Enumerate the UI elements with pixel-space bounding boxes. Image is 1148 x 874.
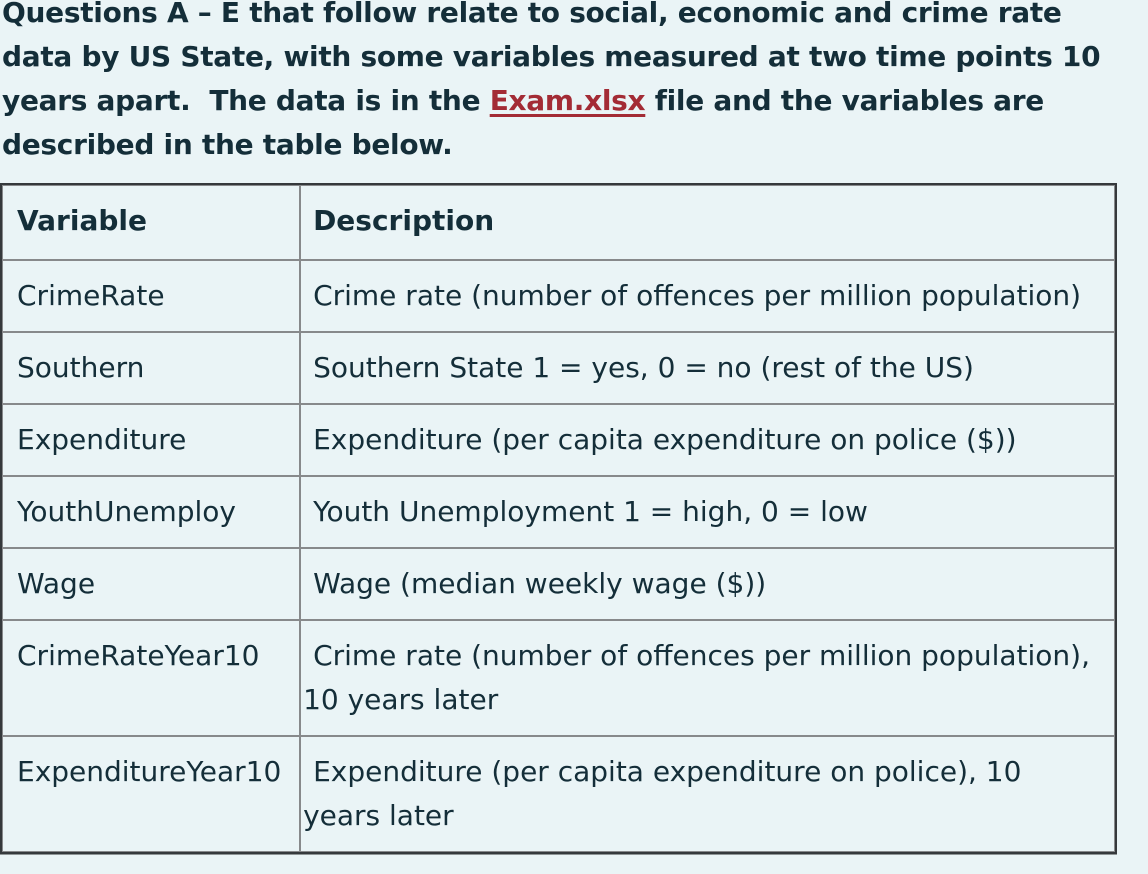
variable-name: CrimeRate — [2, 260, 301, 332]
variable-description: Crime rate (number of offences per milli… — [300, 260, 1115, 332]
column-header-variable: Variable — [2, 185, 301, 260]
intro-line-3-prefix: years apart. The data is in the — [2, 84, 490, 117]
intro-line-3: years apart. The data is in the Exam.xls… — [2, 79, 1148, 123]
intro-line-4: described in the table below. — [2, 128, 453, 161]
variable-name: Wage — [2, 548, 301, 620]
variable-name: ExpenditureYear10 — [2, 736, 301, 852]
table-row-crimerateyear10: CrimeRateYear10 Crime rate (number of of… — [2, 620, 1115, 736]
variable-description: Crime rate (number of offences per milli… — [300, 620, 1115, 736]
variable-description: Expenditure (per capita expenditure on p… — [300, 404, 1115, 476]
variable-name: Expenditure — [2, 404, 301, 476]
table-row-expenditureyear10: ExpenditureYear10 Expenditure (per capit… — [2, 736, 1115, 852]
exam-xlsx-link[interactable]: Exam.xlsx — [489, 84, 646, 117]
intro-paragraph: Questions A – E that follow relate to so… — [0, 0, 1148, 167]
variable-name: Southern — [2, 332, 301, 404]
table-row-wage: Wage Wage (median weekly wage ($)) — [2, 548, 1115, 620]
variables-table: Variable Description CrimeRate Crime rat… — [0, 183, 1117, 854]
variable-description: Wage (median weekly wage ($)) — [300, 548, 1115, 620]
intro-line-1: Questions A – E that follow relate to so… — [2, 0, 1062, 29]
variable-description: Youth Unemployment 1 = high, 0 = low — [300, 476, 1115, 548]
table-row-southern: Southern Southern State 1 = yes, 0 = no … — [2, 332, 1115, 404]
table-row-expenditure: Expenditure Expenditure (per capita expe… — [2, 404, 1115, 476]
variable-name: CrimeRateYear10 — [2, 620, 301, 736]
table-header-row: Variable Description — [2, 185, 1115, 260]
column-header-description: Description — [300, 185, 1115, 260]
variable-description: Southern State 1 = yes, 0 = no (rest of … — [300, 332, 1115, 404]
intro-line-2: data by US State, with some variables me… — [2, 40, 1101, 73]
intro-line-3-suffix: file and the variables are — [645, 84, 1044, 117]
table-row-youthunemploy: YouthUnemploy Youth Unemployment 1 = hig… — [2, 476, 1115, 548]
variable-name: YouthUnemploy — [2, 476, 301, 548]
table-row-crimerate: CrimeRate Crime rate (number of offences… — [2, 260, 1115, 332]
variable-description: Expenditure (per capita expenditure on p… — [300, 736, 1115, 852]
